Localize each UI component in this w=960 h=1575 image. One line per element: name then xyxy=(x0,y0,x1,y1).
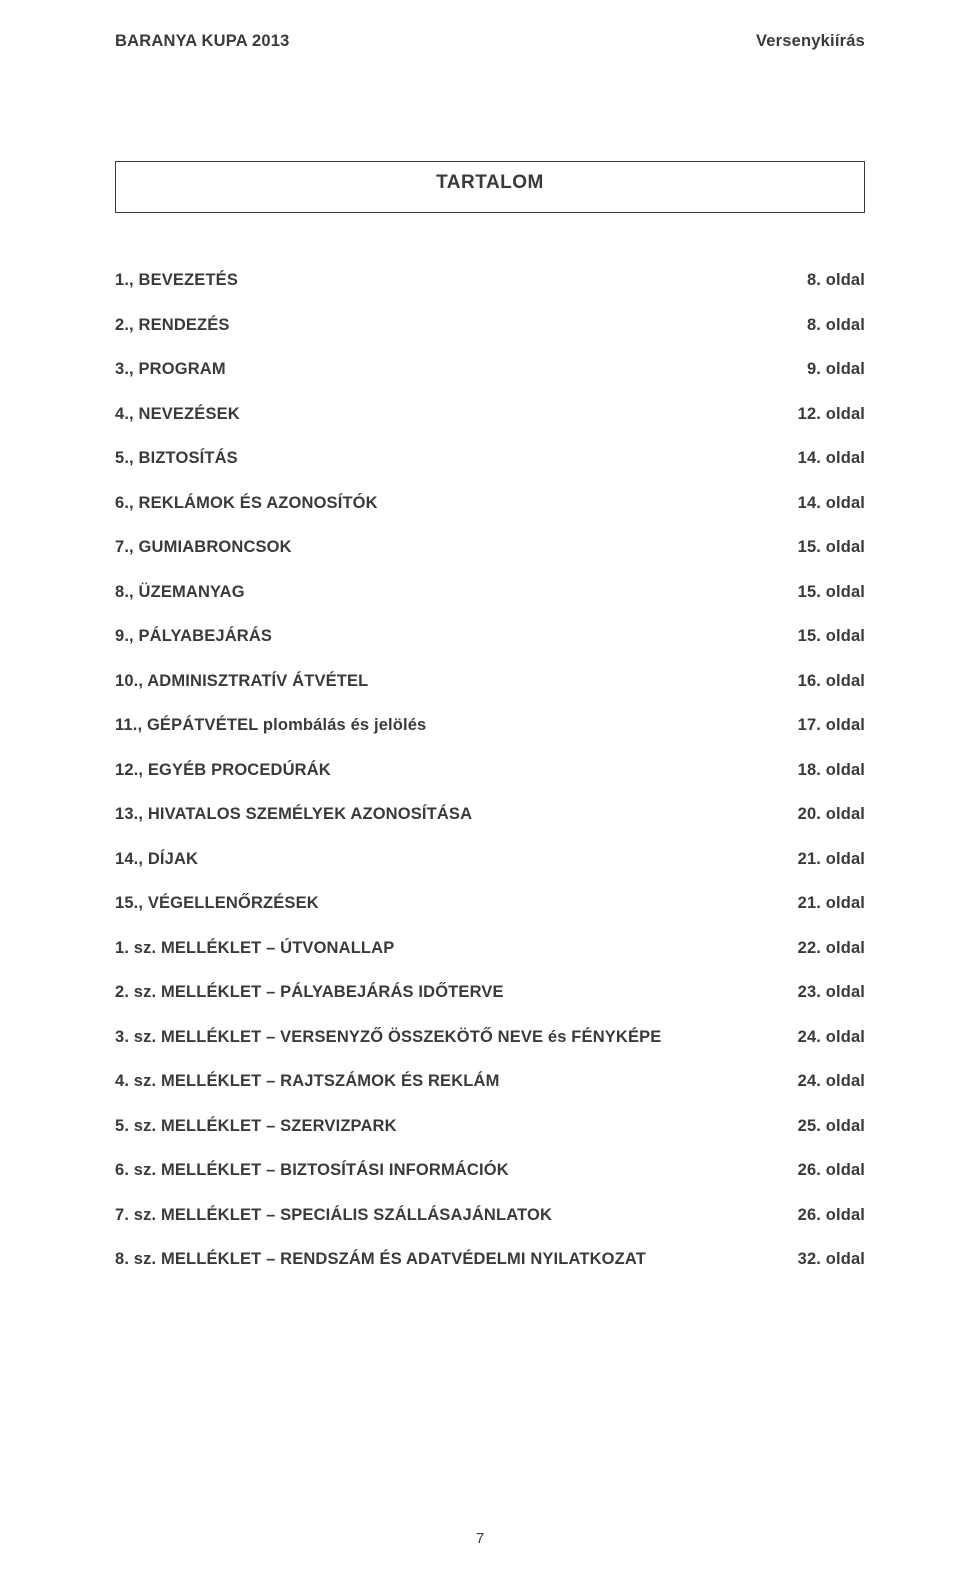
toc-label: 10., ADMINISZTRATÍV ÁTVÉTEL xyxy=(115,672,798,691)
toc-row: 10., ADMINISZTRATÍV ÁTVÉTEL 16. oldal xyxy=(115,672,865,691)
toc-label: 1. sz. MELLÉKLET – ÚTVONALLAP xyxy=(115,939,798,958)
toc-page: 14. oldal xyxy=(798,494,865,513)
toc-row: 6. sz. MELLÉKLET – BIZTOSÍTÁSI INFORMÁCI… xyxy=(115,1161,865,1180)
toc-row: 1. sz. MELLÉKLET – ÚTVONALLAP 22. oldal xyxy=(115,939,865,958)
toc-page: 15. oldal xyxy=(798,627,865,646)
toc-label: 2., RENDEZÉS xyxy=(115,316,807,335)
toc-label: 13., HIVATALOS SZEMÉLYEK AZONOSÍTÁSA xyxy=(115,805,798,824)
header-left: BARANYA KUPA 2013 xyxy=(115,32,290,51)
title-box: TARTALOM xyxy=(115,161,865,213)
toc-page: 22. oldal xyxy=(798,939,865,958)
toc-label: 7. sz. MELLÉKLET – SPECIÁLIS SZÁLLÁSAJÁN… xyxy=(115,1206,798,1225)
toc-page: 9. oldal xyxy=(807,360,865,379)
toc-label: 8. sz. MELLÉKLET – RENDSZÁM ÉS ADATVÉDEL… xyxy=(115,1250,798,1269)
toc-page: 12. oldal xyxy=(798,405,865,424)
toc-label: 4., NEVEZÉSEK xyxy=(115,405,798,424)
toc-page: 24. oldal xyxy=(798,1072,865,1091)
toc-label: 8., ÜZEMANYAG xyxy=(115,583,798,602)
toc-row: 4. sz. MELLÉKLET – RAJTSZÁMOK ÉS REKLÁM … xyxy=(115,1072,865,1091)
toc-label: 1., BEVEZETÉS xyxy=(115,271,807,290)
toc-row: 2., RENDEZÉS 8. oldal xyxy=(115,316,865,335)
toc-page: 20. oldal xyxy=(798,805,865,824)
toc-page: 17. oldal xyxy=(798,716,865,735)
document-page: BARANYA KUPA 2013 Versenykiírás TARTALOM… xyxy=(0,0,960,1575)
page-number: 7 xyxy=(0,1530,960,1547)
title-text: TARTALOM xyxy=(436,172,544,193)
toc-page: 14. oldal xyxy=(798,449,865,468)
toc-row: 7. sz. MELLÉKLET – SPECIÁLIS SZÁLLÁSAJÁN… xyxy=(115,1206,865,1225)
toc-label: 3. sz. MELLÉKLET – VERSENYZŐ ÖSSZEKÖTŐ N… xyxy=(115,1028,798,1047)
toc-label: 2. sz. MELLÉKLET – PÁLYABEJÁRÁS IDŐTERVE xyxy=(115,983,798,1002)
toc-label: 15., VÉGELLENŐRZÉSEK xyxy=(115,894,798,913)
toc-row: 14., DÍJAK 21. oldal xyxy=(115,850,865,869)
toc-row: 3., PROGRAM 9. oldal xyxy=(115,360,865,379)
toc-label: 12., EGYÉB PROCEDÚRÁK xyxy=(115,761,798,780)
toc-row: 2. sz. MELLÉKLET – PÁLYABEJÁRÁS IDŐTERVE… xyxy=(115,983,865,1002)
toc-row: 7., GUMIABRONCSOK 15. oldal xyxy=(115,538,865,557)
header-right: Versenykiírás xyxy=(756,32,865,51)
toc-page: 15. oldal xyxy=(798,583,865,602)
toc-row: 6., REKLÁMOK ÉS AZONOSÍTÓK 14. oldal xyxy=(115,494,865,513)
toc-page: 16. oldal xyxy=(798,672,865,691)
toc-row: 3. sz. MELLÉKLET – VERSENYZŐ ÖSSZEKÖTŐ N… xyxy=(115,1028,865,1047)
toc-page: 23. oldal xyxy=(798,983,865,1002)
toc-page: 8. oldal xyxy=(807,271,865,290)
toc-label: 9., PÁLYABEJÁRÁS xyxy=(115,627,798,646)
toc-page: 21. oldal xyxy=(798,850,865,869)
toc-label: 6. sz. MELLÉKLET – BIZTOSÍTÁSI INFORMÁCI… xyxy=(115,1161,798,1180)
toc-page: 8. oldal xyxy=(807,316,865,335)
toc-label: 7., GUMIABRONCSOK xyxy=(115,538,798,557)
toc-row: 1., BEVEZETÉS 8. oldal xyxy=(115,271,865,290)
page-header: BARANYA KUPA 2013 Versenykiírás xyxy=(115,32,865,51)
toc-row: 9., PÁLYABEJÁRÁS 15. oldal xyxy=(115,627,865,646)
toc-row: 15., VÉGELLENŐRZÉSEK 21. oldal xyxy=(115,894,865,913)
toc-label: 4. sz. MELLÉKLET – RAJTSZÁMOK ÉS REKLÁM xyxy=(115,1072,798,1091)
toc-page: 21. oldal xyxy=(798,894,865,913)
toc-page: 32. oldal xyxy=(798,1250,865,1269)
toc-label: 6., REKLÁMOK ÉS AZONOSÍTÓK xyxy=(115,494,798,513)
toc-label: 5. sz. MELLÉKLET – SZERVIZPARK xyxy=(115,1117,798,1136)
toc-label: 5., BIZTOSÍTÁS xyxy=(115,449,798,468)
toc-row: 11., GÉPÁTVÉTEL plombálás és jelölés 17.… xyxy=(115,716,865,735)
toc-row: 8. sz. MELLÉKLET – RENDSZÁM ÉS ADATVÉDEL… xyxy=(115,1250,865,1269)
toc-page: 26. oldal xyxy=(798,1161,865,1180)
toc-label: 11., GÉPÁTVÉTEL plombálás és jelölés xyxy=(115,716,798,735)
toc-label: 14., DÍJAK xyxy=(115,850,798,869)
toc-page: 18. oldal xyxy=(798,761,865,780)
toc-page: 24. oldal xyxy=(798,1028,865,1047)
toc-page: 26. oldal xyxy=(798,1206,865,1225)
toc-page: 15. oldal xyxy=(798,538,865,557)
toc-row: 13., HIVATALOS SZEMÉLYEK AZONOSÍTÁSA 20.… xyxy=(115,805,865,824)
toc-row: 5., BIZTOSÍTÁS 14. oldal xyxy=(115,449,865,468)
toc-row: 8., ÜZEMANYAG 15. oldal xyxy=(115,583,865,602)
toc-page: 25. oldal xyxy=(798,1117,865,1136)
table-of-contents: 1., BEVEZETÉS 8. oldal 2., RENDEZÉS 8. o… xyxy=(115,271,865,1269)
toc-row: 5. sz. MELLÉKLET – SZERVIZPARK 25. oldal xyxy=(115,1117,865,1136)
toc-row: 4., NEVEZÉSEK 12. oldal xyxy=(115,405,865,424)
toc-label: 3., PROGRAM xyxy=(115,360,807,379)
toc-row: 12., EGYÉB PROCEDÚRÁK 18. oldal xyxy=(115,761,865,780)
